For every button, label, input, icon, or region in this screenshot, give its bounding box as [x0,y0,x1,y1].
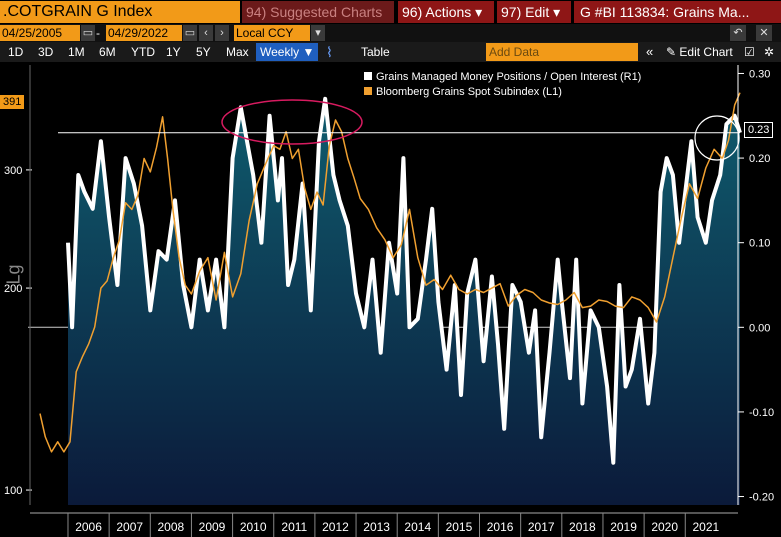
undo-icon[interactable]: ↶ [730,25,746,41]
right-tick-label: 0.30 [749,68,770,80]
left-tick-label: 300 [4,165,22,177]
legend-swatch-white [364,72,372,80]
ticker-field[interactable]: .COTGRAIN G Index [0,1,240,23]
period-1m[interactable]: 1M [68,45,85,59]
prev-period-icon[interactable]: ‹ [199,25,213,41]
pencil-icon[interactable]: ☑ [744,45,755,59]
close-icon[interactable]: ✕ [756,25,772,41]
chart-title: G #BI 113834: Grains Ma... [574,1,781,23]
legend-swatch-orange [364,87,372,95]
start-date-field[interactable]: 04/25/2005 [0,25,80,41]
right-tick-label: 0.00 [749,322,770,334]
year-label: 2019 [610,520,637,534]
right-tick-label: -0.10 [749,407,774,419]
gear-icon[interactable]: ✲ [764,45,775,59]
year-label: 2017 [528,520,555,534]
right-tick-label: 0.10 [749,238,770,250]
white-series-area [68,98,740,506]
currency-select[interactable]: Local CCY [234,25,310,41]
highlight-circle [694,115,740,161]
x-axis: 2006 2007 2008 2009 2010 2011 2012 2013 2014 2015… [30,512,738,537]
year-label: 2011 [281,520,307,534]
edit-chart-button[interactable]: ✎ Edit Chart [666,45,733,59]
legend-label-white: Grains Managed Money Positions / Open In… [376,71,642,83]
frequency-select[interactable]: Weekly ▼ [256,43,318,61]
right-tick-label: 0.20 [749,153,770,165]
legend: Grains Managed Money Positions / Open In… [364,70,704,100]
year-label: 2018 [569,520,596,534]
series-managed-money-line [66,96,742,465]
series-grains-index-line [39,92,741,453]
currency-dropdown-icon[interactable]: ▾ [311,25,325,41]
add-data-input[interactable]: Add Data [486,43,638,61]
year-label: 2006 [75,520,102,534]
right-last-value-tag: 0.23 [744,122,774,138]
year-label: 2013 [363,520,390,534]
end-calendar-icon[interactable]: ▭ [183,25,197,41]
next-period-icon[interactable]: › [215,25,229,41]
edit-menu[interactable]: 97) Edit ▾ [497,1,571,23]
right-tick-label: -0.20 [749,492,774,504]
year-label: 2009 [199,520,226,534]
period-6m[interactable]: 6M [99,45,116,59]
edit-chart-label: Edit Chart [679,45,733,59]
start-calendar-icon[interactable]: ▭ [81,25,95,41]
date-separator: - [96,26,100,40]
actions-menu[interactable]: 96) Actions ▾ [398,1,494,23]
suggested-charts-menu[interactable]: 94) Suggested Charts [242,1,394,23]
legend-label-orange: Bloomberg Grains Spot Subindex (L1) [376,86,562,98]
year-label: 2012 [322,520,349,534]
period-3d[interactable]: 3D [38,45,54,59]
period-1y[interactable]: 1Y [166,45,181,59]
left-last-value-tag: 391 [0,95,25,109]
scale-label: Lg [3,264,24,285]
left-axis: 300 200 100 [4,65,32,505]
right-axis: 0.30 0.20 0.10 0.00 -0.10 -0.20 [737,65,774,505]
period-ytd[interactable]: YTD [131,45,155,59]
period-toolbar [0,42,781,62]
year-label: 2010 [240,520,267,534]
collapse-icon[interactable]: « [646,44,654,59]
legend-item-orange: Bloomberg Grains Spot Subindex (L1) [364,85,704,100]
year-label: 2015 [446,520,473,534]
year-label: 2016 [487,520,514,534]
period-5y[interactable]: 5Y [196,45,211,59]
left-tick-label: 100 [4,485,22,497]
year-label: 2007 [116,520,143,534]
period-1d[interactable]: 1D [8,45,24,59]
year-label: 2020 [651,520,678,534]
highlight-ellipse [221,99,363,145]
table-button[interactable]: Table [361,45,390,59]
left-tick-label: 200 [4,283,22,295]
year-label: 2014 [404,520,431,534]
end-date-field[interactable]: 04/29/2022 [106,25,182,41]
year-label: 2021 [692,520,719,534]
year-label: 2008 [158,520,185,534]
chart-type-icon[interactable]: ⌇ [326,44,333,60]
legend-item-white: Grains Managed Money Positions / Open In… [364,70,704,85]
period-max[interactable]: Max [226,45,249,59]
chart-canvas: 2006 2007 2008 2009 2010 2011 2012 2013 2014 2015… [0,62,781,537]
